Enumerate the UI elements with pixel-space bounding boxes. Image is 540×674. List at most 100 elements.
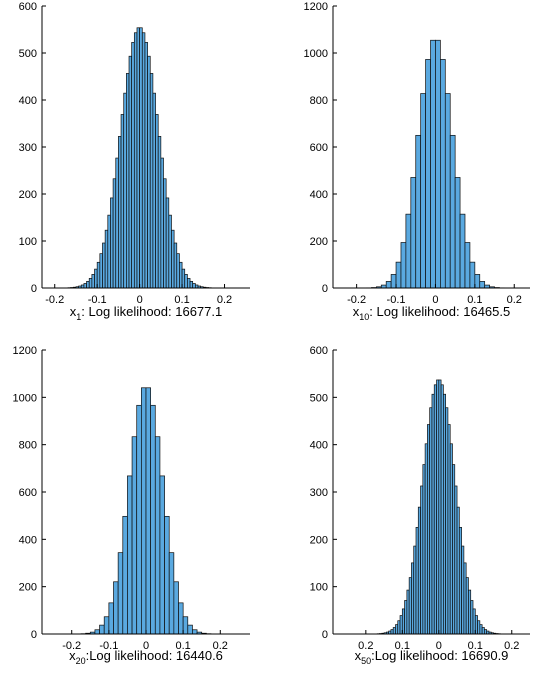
y-tick-label: 500 [310,392,328,404]
x-tick-label: 0.1 [175,640,190,652]
y-tick-label: 1200 [13,345,37,357]
histogram-bar [155,114,159,289]
histogram-bar [400,242,407,289]
x-axis-label-text: : Log likelihood: 16465.5 [369,304,510,319]
y-tick-label: 0 [31,283,37,295]
histogram-bar [159,475,165,635]
histogram-bar [464,242,471,289]
x-tick-label: -0.1 [99,640,118,652]
histogram-bar [126,73,130,289]
x-tick-label: 0 [432,294,438,306]
x-tick-label: -0.2 [45,294,64,306]
histogram-bar [152,92,156,289]
histogram-bar [425,59,431,289]
histogram-bar [154,436,161,635]
x-tick-label: -0.1 [387,294,406,306]
histogram-bar [88,278,93,289]
histogram-bar [390,274,397,289]
histogram-bar [110,197,114,289]
histogram-bar [435,39,441,289]
histogram-bar [187,624,193,635]
x-axis-label-subscript: 1 [76,312,81,322]
y-tick-label: 400 [19,95,37,107]
x-tick-label: 0 [143,640,149,652]
y-tick-label: 1200 [304,1,328,13]
histogram-bar [404,600,408,635]
histogram-bar [83,283,87,289]
histogram-bar [131,42,135,289]
y-tick-label: 400 [310,189,328,201]
x-axis-label-text: :Log likelihood: 16440.6 [86,648,223,663]
histogram-bar [149,73,154,289]
x-axis-label-text: :Log likelihood: 16690.9 [371,648,508,663]
histogram-bar [113,581,119,635]
histogram-bar [108,602,114,635]
histogram-bar [449,134,456,289]
x-tick-label: -0.2 [347,294,366,306]
y-tick-label: 400 [310,440,328,452]
x-tick-label: 0.2 [213,640,228,652]
x-axis-label: x50:Log likelihood: 16690.9 [355,648,509,666]
histogram-bar [440,59,446,289]
y-tick-label: 1000 [304,48,328,60]
x-tick-label: 0.2 [504,640,519,652]
histogram-bar [99,253,103,289]
y-tick-label: 300 [19,142,37,154]
x-axis-label-var: x [70,304,77,319]
x-axis-label-var: x [69,648,76,663]
x-tick-label: 0 [436,640,442,652]
x-tick-label: 0.2 [217,294,232,306]
histogram-bar [459,213,466,289]
y-tick-label: 600 [19,1,37,13]
y-tick-label: 0 [322,283,328,295]
histogram-bar [454,177,461,289]
histogram-bar [118,136,122,289]
x-tick-label: 0.1 [468,640,483,652]
histogram-bar [115,157,119,289]
x-tick-label: -0.2 [62,640,81,652]
y-tick-label: 600 [19,487,37,499]
histogram-bar [410,177,417,289]
histogram-bar [94,629,100,635]
histogram-bar [444,93,451,289]
histogram-bar [136,27,140,289]
x-tick-label: 0 [137,294,143,306]
histogram-bar [112,178,117,289]
x-axis-label: x1: Log likelihood: 16677.1 [70,304,222,322]
histogram-bar [474,274,481,289]
histogram-bar [184,274,188,289]
histogram-bar [150,404,156,635]
histogram-bar [120,114,125,289]
x-tick-label: 0.2 [358,640,373,652]
histogram-bar [107,214,111,289]
histogram-bar [168,214,172,289]
histogram-bar [479,281,486,289]
histogram-bar [160,157,164,289]
histogram-bar [144,42,148,289]
histogram-bar [173,242,178,289]
x-axis-label: x20:Log likelihood: 16440.6 [69,648,223,666]
y-tick-label: 800 [19,440,37,452]
histogram-bar [102,242,106,289]
y-tick-label: 0 [322,629,328,641]
histogram-bar [104,229,109,289]
histogram-bar [430,39,436,289]
y-tick-label: 600 [310,142,328,154]
histogram-bar [192,283,196,289]
histogram-bar [182,616,189,635]
y-tick-label: 1000 [13,392,37,404]
x-axis-label-var: x [355,648,362,663]
y-tick-label: 300 [310,487,328,499]
y-tick-label: 100 [19,236,37,248]
y-tick-label: 800 [310,95,328,107]
histogram-bar [168,552,175,635]
y-tick-label: 200 [19,189,37,201]
histogram-bar [145,387,151,635]
histogram-bar [385,281,392,289]
y-tick-label: 200 [310,534,328,546]
